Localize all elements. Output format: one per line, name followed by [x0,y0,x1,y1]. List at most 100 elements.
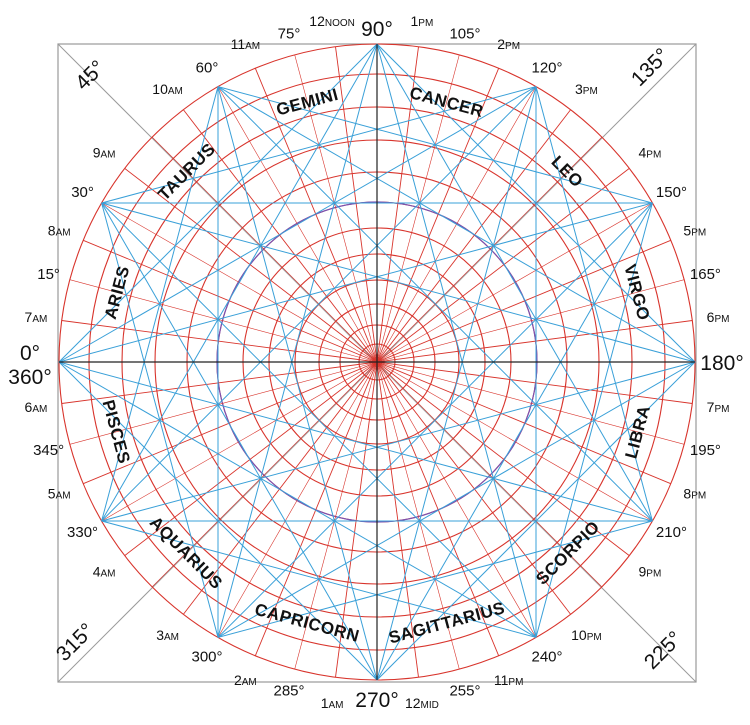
degree-label: 345° [33,442,64,459]
hour-number: 9 [93,145,101,161]
construction-line [101,202,696,363]
hour-label: 1PM [411,13,434,29]
hour-radial [83,361,378,485]
degree-label: 120° [531,60,562,77]
degree-radial [69,361,378,445]
construction-line [101,361,696,522]
hour-number: 7 [25,309,33,325]
hour-label: 8PM [683,486,706,502]
degree-label: 285° [273,682,304,699]
degree-radial [69,279,378,363]
zodiac-label: GEMINI [274,85,340,120]
hour-label: 7PM [707,399,730,415]
construction-line [58,202,653,363]
hour-radial [83,239,378,363]
degree-label: 195° [690,442,721,459]
degree-label: 0° [20,342,40,365]
construction-line [58,86,537,363]
hour-label: 11AM [231,36,261,52]
degree-radial [294,54,378,363]
degree-label: 135° [627,44,674,91]
hour-radial [183,109,378,363]
hour-suffix: AM [100,568,115,579]
hour-number: 4 [639,145,647,161]
hour-radial [61,320,378,363]
main-axes [59,44,695,680]
hour-label: 3AM [156,627,179,643]
hour-label: 5AM [48,486,71,502]
zodiac-label: SAGITTARIUS [387,598,507,647]
degree-label: 225° [640,627,687,674]
hour-suffix: AM [32,314,47,325]
hour-radial [335,361,378,678]
hour-number: 2 [234,672,242,688]
hour-number: 3 [575,81,583,97]
hour-suffix: PM [691,227,706,238]
construction-line [101,43,378,522]
degree-label: 150° [656,184,687,201]
degree-radial [376,136,603,363]
construction-line [217,86,378,681]
construction-line [101,86,219,522]
construction-line [58,361,537,638]
hour-radial [335,46,378,363]
hour-suffix: AM [168,86,183,97]
hour-number: 3 [156,627,164,643]
hour-label: 5PM [683,222,706,238]
hour-radial [376,361,500,656]
hour-radial [376,320,693,363]
degree-label: 75° [278,26,301,43]
degree-label: 45° [71,56,110,95]
hour-number: 5 [48,486,56,502]
hour-suffix: PM [587,632,602,643]
hour-suffix: PM [505,41,520,52]
hour-number: 6 [25,399,33,415]
degree-radial [376,54,460,363]
hour-number: 1 [411,13,419,29]
zodiac-label: LIBRA [622,403,654,461]
degree-label: 240° [531,648,562,665]
hour-number: 10 [152,81,168,97]
degree-label: 360° [8,366,51,389]
construction-line [101,202,219,638]
construction-line [101,86,537,204]
hour-number: 6 [707,309,715,325]
degree-label: 315° [52,619,99,666]
hour-number: 2 [497,36,505,52]
hour-number: 12 [405,695,421,711]
hour-suffix: PM [714,404,729,415]
hour-number: 11 [494,672,509,688]
hour-suffix: PM [418,18,433,29]
hour-label: 1AM [321,695,344,711]
construction-line [535,86,653,522]
hour-label: 2PM [497,36,520,52]
hour-radial [376,361,693,404]
hour-number: 10 [571,627,587,643]
hour-label: 6PM [707,309,730,325]
degree-radial [376,361,685,445]
hour-label: 2AM [234,672,257,688]
hour-label: 12MID [405,695,439,711]
hour-number: 7 [707,399,715,415]
hour-label: 3PM [575,81,598,97]
hour-suffix: NOON [325,18,355,29]
hour-suffix: MID [421,700,439,711]
hour-radial [124,168,378,363]
hour-radial [376,68,500,363]
degree-radial [294,361,378,670]
hour-radial [376,361,630,556]
zodiac-label: CANCER [408,83,486,121]
construction-line [217,361,696,638]
hour-label: 9PM [639,563,662,579]
degree-radial [376,279,685,363]
degree-radial [151,136,378,363]
hour-suffix: AM [245,41,260,52]
hour-number: 5 [683,222,691,238]
degree-label: 105° [449,26,480,43]
hour-suffix: AM [242,677,257,688]
hour-label: 4PM [639,145,662,161]
construction-line [101,202,378,681]
hour-number: 8 [48,222,56,238]
degree-label: 90° [361,18,393,41]
